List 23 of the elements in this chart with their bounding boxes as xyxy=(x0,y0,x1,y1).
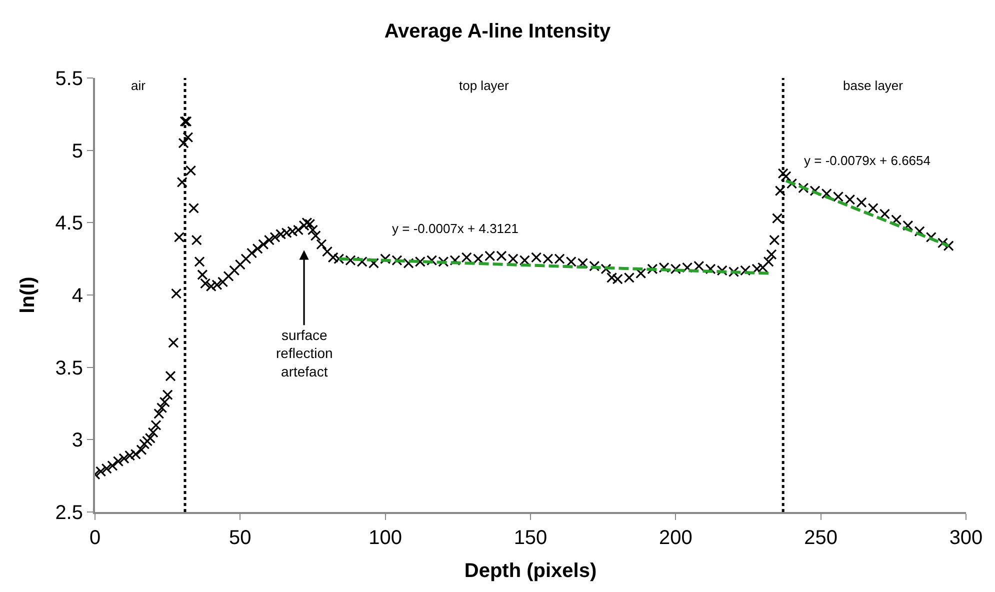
y-tick-label: 5.5 xyxy=(55,68,83,90)
annotation: air xyxy=(131,78,146,93)
x-tick-label: 50 xyxy=(229,527,252,549)
y-tick-label: 4.5 xyxy=(55,212,83,235)
annotation: top layer xyxy=(459,78,510,93)
x-tick-label: 200 xyxy=(658,527,692,549)
y-tick-label: 2.5 xyxy=(55,502,83,524)
chart-title: Average A-line Intensity xyxy=(384,20,612,43)
annotation: y = -0.0007x + 4.3121 xyxy=(392,221,518,236)
x-tick-label: 300 xyxy=(949,527,983,549)
x-tick-label: 100 xyxy=(368,527,402,549)
x-tick-label: 150 xyxy=(514,527,548,549)
y-tick-label: 4 xyxy=(72,285,83,307)
y-tick-label: 5 xyxy=(72,140,83,162)
x-axis-title: Depth (pixels) xyxy=(464,560,597,582)
annotation: y = -0.0079x + 6.6654 xyxy=(804,153,930,168)
annotation: base layer xyxy=(843,78,904,93)
y-tick-label: 3 xyxy=(72,430,83,452)
x-tick-label: 0 xyxy=(89,527,101,549)
annotation: surface reflection artefact xyxy=(276,327,333,380)
x-tick-label: 250 xyxy=(804,527,838,549)
y-tick-label: 3.5 xyxy=(55,357,83,380)
y-axis-title: ln(I) xyxy=(17,276,40,314)
